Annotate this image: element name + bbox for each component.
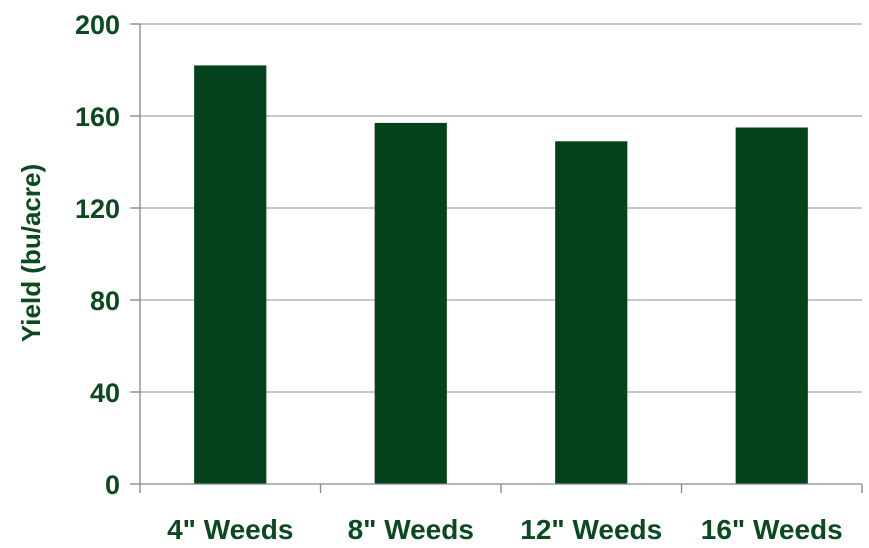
axes [130,23,863,493]
x-category-labels: 4" Weeds 8" Weeds 12" Weeds 16" Weeds [167,514,843,545]
y-tick-label: 0 [105,470,120,500]
y-tick-label: 160 [75,102,120,132]
x-category-label: 4" Weeds [167,514,293,545]
bar [194,65,267,485]
y-tick-label: 40 [90,378,120,408]
y-tick-label: 80 [90,286,120,316]
y-tick-label: 120 [75,194,120,224]
bars [194,65,808,485]
bar [735,127,808,484]
y-axis-title: Yield (bu/acre) [16,164,46,342]
x-category-label: 8" Weeds [348,514,474,545]
x-category-label: 12" Weeds [520,514,662,545]
bar [555,141,628,485]
bar [374,122,447,485]
x-category-label: 16" Weeds [701,514,843,545]
y-tick-label: 200 [75,10,120,40]
y-tick-labels: 0 40 80 120 160 200 [75,10,120,500]
